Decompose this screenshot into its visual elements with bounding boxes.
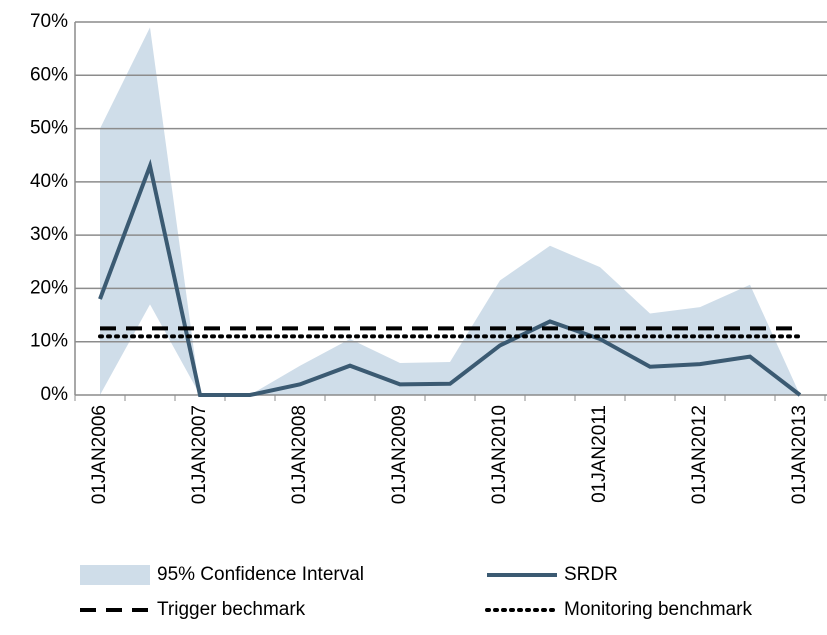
y-tick-label: 0% bbox=[41, 384, 69, 405]
x-tick-label: 01JAN2008 bbox=[289, 405, 310, 504]
series-line bbox=[98, 158, 802, 397]
x-tick-label: 01JAN2006 bbox=[89, 405, 110, 504]
x-tick-label: 01JAN2009 bbox=[389, 405, 410, 504]
legend-label: Monitoring benchmark bbox=[564, 599, 752, 620]
legend-label: Trigger bechmark bbox=[157, 599, 306, 620]
y-tick-label: 30% bbox=[30, 224, 68, 245]
x-tick-label: 01JAN2010 bbox=[489, 405, 510, 504]
legend-label: SRDR bbox=[564, 564, 618, 585]
confidence-band bbox=[100, 27, 800, 395]
x-tick-label: 01JAN2011 bbox=[589, 405, 610, 503]
legend-swatch bbox=[80, 565, 150, 585]
legend-label: 95% Confidence Interval bbox=[157, 564, 364, 585]
y-tick-label: 10% bbox=[30, 331, 68, 352]
y-tick-label: 50% bbox=[30, 118, 68, 139]
x-tick-label: 01JAN2012 bbox=[689, 405, 710, 504]
y-tick-label: 60% bbox=[30, 64, 68, 85]
x-tick-label: 01JAN2013 bbox=[789, 405, 810, 504]
y-tick-label: 40% bbox=[30, 171, 68, 192]
x-tick-label: 01JAN2007 bbox=[189, 405, 210, 504]
y-tick-label: 20% bbox=[30, 277, 68, 298]
y-tick-label: 70% bbox=[30, 11, 68, 32]
